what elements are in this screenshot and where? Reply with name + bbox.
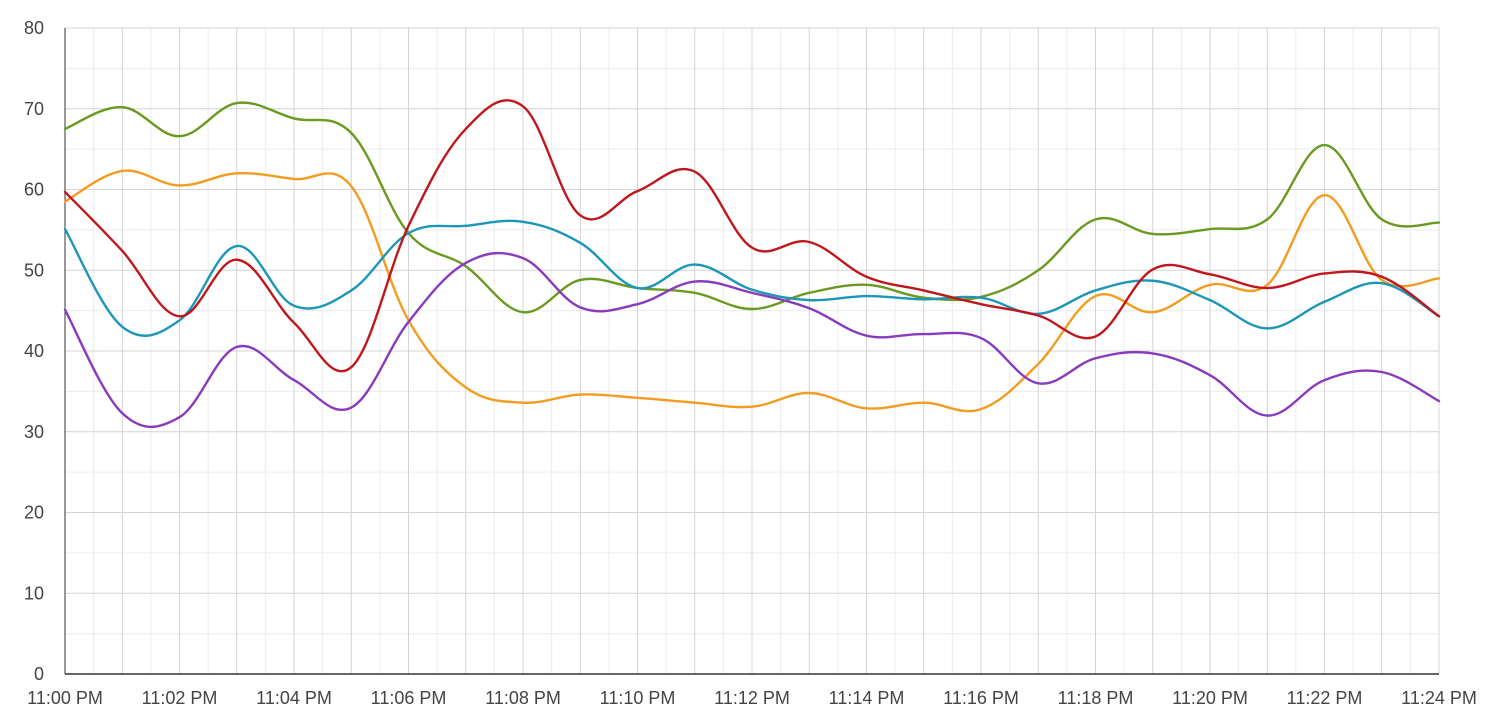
series-lines <box>63 99 1441 428</box>
series-line-3 <box>63 219 1441 337</box>
y-tick-label: 70 <box>24 99 44 119</box>
x-tick-label: 11:00 PM <box>27 688 103 708</box>
y-tick-label: 60 <box>24 180 44 200</box>
x-tick-label: 11:06 PM <box>371 688 447 708</box>
x-tick-label: 11:20 PM <box>1172 688 1248 708</box>
series-line-2 <box>63 169 1441 413</box>
x-tick-label: 11:02 PM <box>142 688 218 708</box>
x-tick-label: 11:12 PM <box>714 688 790 708</box>
y-tick-label: 80 <box>24 18 44 38</box>
grid <box>65 27 1440 674</box>
series-line-4 <box>63 99 1441 373</box>
series-line-5 <box>63 251 1441 428</box>
y-tick-label: 50 <box>24 260 44 280</box>
x-tick-label: 11:08 PM <box>485 688 561 708</box>
y-tick-label: 20 <box>24 503 44 523</box>
x-tick-label: 11:22 PM <box>1287 688 1363 708</box>
y-tick-label: 40 <box>24 341 44 361</box>
y-tick-label: 30 <box>24 422 44 442</box>
series-line-1 <box>63 101 1441 314</box>
axes: 0 10 20 30 40 50 60 70 80 11:00 PM 11:02 PM 11:04 P… <box>24 18 1477 708</box>
x-tick-label: 11:16 PM <box>943 688 1019 708</box>
x-tick-label: 11:18 PM <box>1058 688 1134 708</box>
x-tick-label: 11:10 PM <box>600 688 676 708</box>
x-tick-label: 11:04 PM <box>256 688 332 708</box>
x-tick-label: 11:24 PM <box>1401 688 1477 708</box>
y-tick-label: 0 <box>34 664 44 684</box>
y-tick-label: 10 <box>24 583 44 603</box>
x-tick-label: 11:14 PM <box>829 688 905 708</box>
